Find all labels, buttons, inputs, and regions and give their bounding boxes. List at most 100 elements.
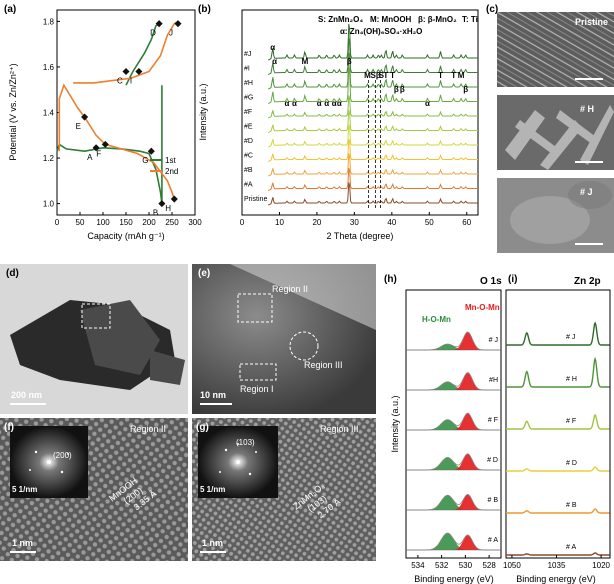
homn-peak-fill (406, 381, 501, 390)
marker-E (81, 113, 89, 121)
tem-selected-region-box (81, 303, 111, 329)
peak-label: α (272, 57, 277, 66)
homn-peak-fill (406, 495, 501, 510)
xrd-series-label: #D (244, 138, 253, 145)
marker-B (158, 200, 166, 208)
x-tick-label: 532 (435, 561, 449, 570)
x-tick-label: 0 (55, 218, 60, 227)
marker-label-I: I (130, 77, 132, 86)
panel-b-frame (241, 9, 479, 216)
region-i-box (239, 363, 277, 381)
peak-label: T (451, 71, 456, 80)
xps-series-label: #H (489, 377, 498, 384)
peak-label: α (292, 99, 297, 108)
peak-label: M (458, 71, 465, 80)
xrd-series-label: #F (244, 109, 252, 116)
zn2p-series-line (506, 466, 610, 472)
xrd-series-label: #E (244, 124, 253, 131)
peak-label: α (337, 99, 342, 108)
peak-label: M (364, 71, 371, 80)
zn2p-series-line (506, 552, 610, 556)
x-tick-label: 30 (350, 218, 359, 227)
x-tick-label: 1020 (592, 561, 610, 570)
hrtem-scalebar-label: 10 nm (200, 390, 226, 400)
xrd-series-label: #A (244, 182, 253, 189)
x-tick-label: 1050 (503, 561, 521, 570)
marker-label-G: G (142, 156, 148, 165)
series-2-line (58, 83, 176, 200)
zn2p-series-label: # F (566, 418, 576, 425)
x-tick-label: 534 (411, 561, 425, 570)
zn2p-series-line (506, 508, 610, 514)
x-tick-label: 150 (119, 218, 133, 227)
xrd-series-line (268, 153, 478, 177)
xrd-series-label: #J (244, 51, 251, 58)
panel-a-legend: 1st 2nd (150, 156, 178, 176)
marker-C (122, 67, 130, 76)
panel-h-ylabel: Intensity (a.u.) (390, 395, 400, 452)
xrd-series-label: #I (244, 66, 250, 73)
x-tick-label: 20 (312, 218, 321, 227)
region-iii-label: Region III (304, 360, 343, 370)
fft-scale-label: 5 1/nm (12, 485, 37, 494)
scalebar-label: 1 nm (12, 538, 33, 548)
panel-label-b: (b) (198, 4, 211, 15)
zn2p-series-label: # D (566, 460, 577, 467)
y-tick-label: 1.6 (43, 63, 55, 72)
panel-a-ylabel: Potential (V vs. Zn/Zn²⁺) (8, 63, 18, 160)
x-tick-label: 10 (275, 218, 284, 227)
x-tick-label: 50 (76, 218, 85, 227)
xps-series-label: # B (487, 497, 498, 504)
marker-label-E: E (76, 122, 81, 131)
marker-D (155, 20, 163, 28)
panel-label-e: (e) (198, 268, 210, 279)
xrd-series-label: #G (244, 95, 253, 102)
xrd-series-line (268, 182, 478, 206)
homn-peak-fill (406, 457, 501, 470)
panel-i-title: Zn 2p (574, 276, 601, 287)
panel-label-f: (f) (4, 422, 14, 433)
marker-label-D: D (150, 29, 156, 38)
xrd-series-line (268, 124, 478, 148)
panel-h-title: O 1s (480, 276, 502, 287)
marker-label-C: C (117, 77, 123, 86)
y-tick-label: 1.2 (43, 154, 55, 163)
panel-label-a: (a) (4, 4, 16, 15)
hrtem-overview-image: Region II Region III Region I 10 nm (e) (192, 264, 376, 414)
panel-label-i: (i) (508, 274, 517, 285)
peak-label: β (347, 57, 352, 66)
xrd-series-line (268, 95, 478, 119)
zn2p-series-line (506, 356, 610, 388)
xps-series-label: # D (487, 457, 498, 464)
legend-1st-text: 1st (165, 156, 176, 165)
sem-pristine-image: Pristine (497, 12, 614, 87)
panel-i-chart: # J # H # F # D # B # A 1050 1035 1020 (503, 289, 611, 570)
peak-label: T (383, 71, 388, 80)
panel-b-ylabel: Intensity (a.u.) (198, 83, 208, 140)
xrd-series-line (268, 52, 478, 90)
xps-series-label: # J (489, 337, 498, 344)
xrd-legend-s: S: ZnMn₂O₄ (318, 15, 363, 24)
xrd-series-label: Pristine (244, 196, 267, 203)
region-ii-box (237, 293, 273, 323)
y-tick-label: 1.0 (43, 200, 55, 209)
peak-label: α (425, 99, 430, 108)
peak-label: T (390, 71, 395, 80)
legend-mnomn: Mn-O-Mn (465, 303, 500, 312)
x-tick-label: 100 (96, 218, 110, 227)
marker-label-A: A (87, 153, 93, 162)
peak-label: M (302, 57, 309, 66)
tem-overview-image: 200 nm (d) (0, 264, 188, 414)
region-ii-title: Region II (130, 424, 166, 434)
homn-peak-fill (406, 533, 501, 550)
marker-A (92, 144, 100, 152)
zn2p-series-line (506, 321, 610, 346)
marker-G (147, 147, 155, 155)
peak-label: α (324, 99, 329, 108)
peak-label: β (400, 85, 405, 94)
legend-homn: H-O-Mn (422, 315, 451, 324)
fft-spot-label: (200) (53, 451, 72, 460)
hrtem-region-ii-image: (200) 5 1/nm Region II MnOOH (200) 3.35 … (0, 418, 188, 561)
